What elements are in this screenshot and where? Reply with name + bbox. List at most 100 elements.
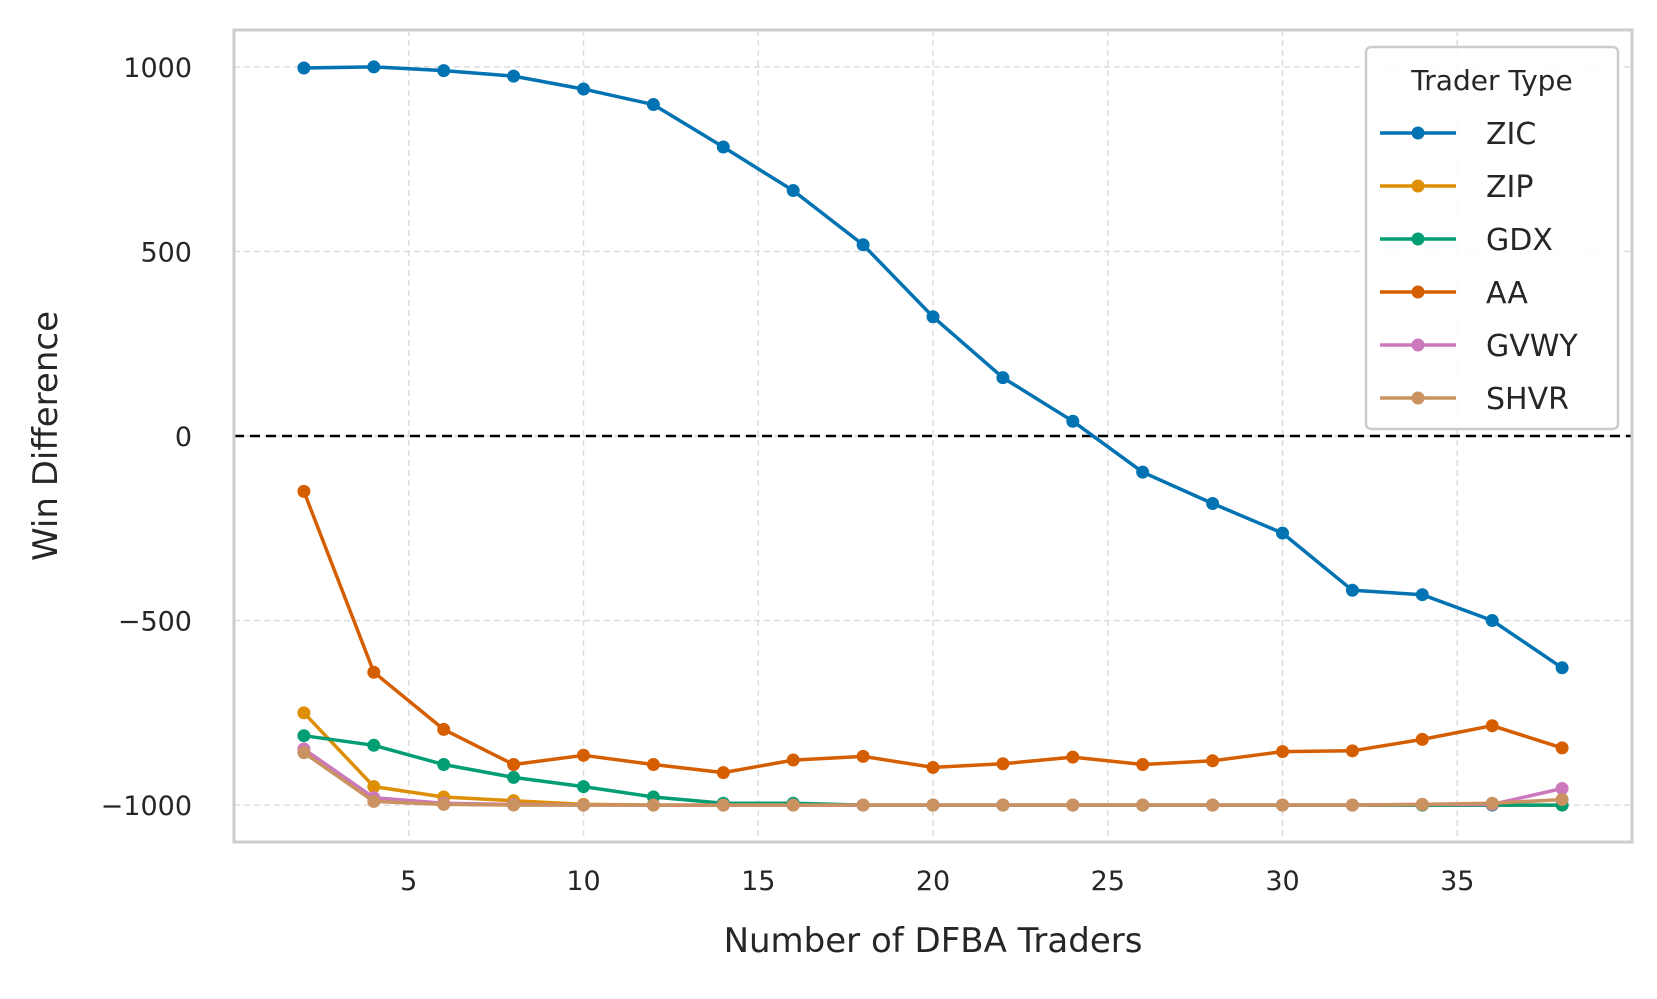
- x-tick-label: 25: [1091, 866, 1125, 897]
- data-point-shvr: [1415, 797, 1429, 811]
- data-point-aa: [646, 757, 660, 771]
- legend-marker: [1411, 338, 1425, 352]
- legend-marker: [1411, 179, 1425, 193]
- legend-label: SHVR: [1486, 382, 1569, 417]
- data-point-aa: [856, 749, 870, 763]
- series-aa: [297, 484, 1569, 780]
- legend-box: [1364, 45, 1620, 431]
- data-point-shvr: [297, 746, 311, 760]
- legend-item-aa: AA: [1380, 276, 1528, 311]
- x-tick-label: 35: [1440, 866, 1474, 897]
- x-axis-label: Number of DFBA Traders: [724, 921, 1143, 961]
- legend-label: GDX: [1486, 223, 1553, 258]
- data-point-gdx: [577, 780, 590, 794]
- data-point-shvr: [996, 798, 1010, 812]
- legend-item-zic: ZIC: [1380, 117, 1536, 152]
- data-point-shvr: [1136, 798, 1150, 812]
- data-point-zic: [1206, 497, 1220, 511]
- data-point-aa: [1345, 744, 1359, 758]
- x-tick-label: 10: [566, 866, 600, 897]
- data-point-zic: [996, 371, 1010, 385]
- data-point-zip: [297, 706, 311, 720]
- data-point-aa: [367, 665, 381, 679]
- data-point-zic: [437, 64, 451, 78]
- data-point-aa: [577, 748, 590, 762]
- data-point-zic: [716, 140, 730, 154]
- y-tick-label: 500: [140, 237, 192, 268]
- data-point-gdx: [437, 757, 451, 771]
- data-point-shvr: [716, 798, 730, 812]
- legend-title: Trader Type: [1410, 64, 1572, 97]
- data-point-gdx: [507, 770, 521, 784]
- data-point-shvr: [1066, 798, 1080, 812]
- data-point-shvr: [786, 798, 800, 812]
- data-point-aa: [786, 753, 800, 767]
- y-axis-ticks: 1000 500 0 −500 −1000: [101, 53, 192, 822]
- legend-marker: [1411, 391, 1425, 405]
- x-tick-label: 15: [741, 866, 775, 897]
- data-point-zic: [1345, 583, 1359, 597]
- series-shvr: [297, 746, 1569, 812]
- data-point-gdx: [297, 729, 311, 743]
- data-point-shvr: [1345, 798, 1359, 812]
- data-point-shvr: [1555, 793, 1569, 807]
- data-point-shvr: [507, 798, 521, 812]
- data-point-zic: [1485, 614, 1499, 628]
- plot-frame: [232, 28, 1634, 844]
- data-point-aa: [1206, 754, 1220, 768]
- data-point-aa: [507, 757, 521, 771]
- data-point-zic: [926, 310, 940, 324]
- legend: Trader Type ZIC ZIP GDX AA GVWY SHVR: [1364, 45, 1620, 431]
- y-tick-label: −500: [118, 607, 192, 638]
- data-point-shvr: [1276, 798, 1289, 812]
- legend-marker: [1411, 126, 1425, 140]
- data-point-zic: [646, 98, 660, 112]
- data-point-shvr: [1206, 798, 1220, 812]
- legend-item-gvwy: GVWY: [1380, 329, 1578, 364]
- data-point-zic: [856, 238, 870, 252]
- x-tick-label: 20: [916, 866, 950, 897]
- data-point-zic: [1136, 465, 1150, 479]
- data-point-zic: [577, 82, 590, 96]
- data-point-zic: [1415, 588, 1429, 602]
- data-point-zic: [297, 61, 311, 75]
- data-point-zic: [1555, 661, 1569, 675]
- data-point-zip: [367, 780, 381, 794]
- data-point-shvr: [856, 798, 870, 812]
- legend-items: ZIC ZIP GDX AA GVWY SHVR: [1380, 117, 1578, 417]
- y-tick-label: −1000: [101, 791, 192, 822]
- data-point-zic: [1276, 526, 1289, 540]
- data-point-aa: [716, 766, 730, 780]
- data-point-zic: [367, 60, 381, 74]
- data-point-shvr: [437, 797, 451, 811]
- legend-item-shvr: SHVR: [1380, 382, 1569, 417]
- data-point-shvr: [1485, 796, 1499, 810]
- x-tick-label: 5: [400, 866, 417, 897]
- legend-marker: [1411, 232, 1425, 246]
- legend-label: AA: [1486, 276, 1528, 311]
- data-point-zic: [786, 184, 800, 198]
- data-point-shvr: [577, 798, 590, 812]
- data-point-shvr: [926, 798, 940, 812]
- x-tick-label: 30: [1265, 866, 1299, 897]
- legend-marker: [1411, 285, 1425, 299]
- data-point-aa: [297, 484, 311, 498]
- data-point-zic: [1066, 414, 1080, 428]
- data-point-aa: [1485, 719, 1499, 733]
- data-point-zic: [507, 69, 521, 83]
- y-axis-label: Win Difference: [26, 311, 66, 561]
- legend-label: ZIP: [1486, 170, 1534, 205]
- legend-item-gdx: GDX: [1380, 223, 1553, 258]
- y-tick-label: 0: [175, 422, 192, 453]
- data-point-aa: [1555, 741, 1569, 755]
- data-point-aa: [437, 722, 451, 736]
- y-tick-label: 1000: [123, 53, 192, 84]
- data-point-aa: [1276, 745, 1289, 759]
- data-point-aa: [1066, 750, 1080, 764]
- legend-label: GVWY: [1486, 329, 1578, 364]
- data-point-gvwy: [1555, 781, 1569, 795]
- data-point-shvr: [646, 798, 660, 812]
- data-point-aa: [1415, 732, 1429, 746]
- data-point-gdx: [367, 738, 381, 752]
- data-point-shvr: [367, 794, 381, 808]
